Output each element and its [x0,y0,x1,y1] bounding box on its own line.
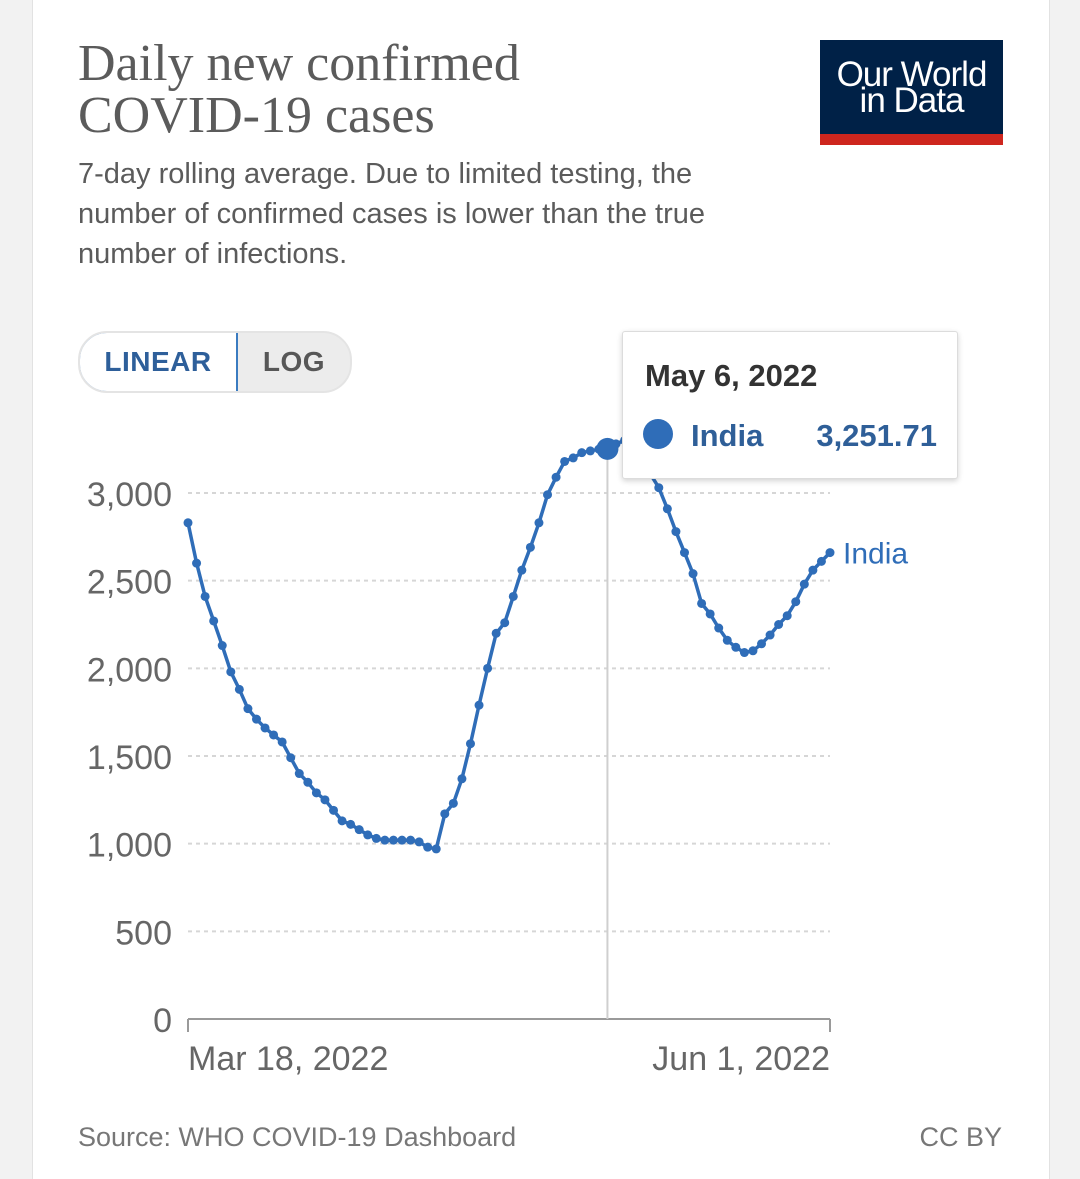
data-point [799,579,809,589]
data-point [474,700,484,710]
data-point [431,844,441,854]
source-note[interactable]: Source: WHO COVID-19 Dashboard [78,1122,517,1152]
data-point [363,830,373,840]
chart-title: Daily new confirmed COVID-19 cases [78,35,520,144]
data-point [714,623,724,633]
data-point [286,753,296,763]
data-point [448,798,458,808]
y-tick-label: 2,500 [87,564,172,602]
data-point [414,837,424,847]
owid-logo[interactable]: Our World in Data [820,40,1003,145]
data-point [192,558,202,568]
logo-line-2: in Data [859,80,965,120]
series-line-india [186,438,832,851]
data-point [679,548,689,558]
data-point [465,739,475,749]
data-point [688,569,698,579]
data-point [380,835,390,845]
data-point [423,842,433,852]
data-point [294,769,304,779]
x-tick-label: Jun 1, 2022 [652,1040,830,1078]
y-tick-label: 1,500 [87,739,172,777]
data-point [731,642,741,652]
data-point [551,472,561,482]
data-point [337,816,347,826]
data-point [483,663,493,673]
data-point [757,639,767,649]
data-point [508,591,518,601]
data-point [234,684,244,694]
data-point [568,453,578,463]
data-point [705,609,715,619]
data-point [791,597,801,607]
data-point [585,446,595,456]
data-point [277,737,287,747]
linear-scale-button[interactable]: LINEAR [80,333,238,391]
logo-line-1: Our World [836,54,988,94]
data-point [722,635,732,645]
y-tick-label: 0 [153,1002,172,1040]
data-point [517,565,527,575]
tooltip-series-dot-icon [643,419,673,449]
tooltip-value: 3,251.71 [816,418,937,453]
data-point [500,618,510,628]
tooltip-entity: India [691,418,764,453]
scale-toggle: LINEAR LOG [78,331,352,393]
data-point [303,777,313,787]
data-point [543,490,553,500]
data-point [534,518,544,528]
data-point [525,542,535,552]
log-scale-button[interactable]: LOG [262,346,326,377]
data-point [397,835,407,845]
data-point [457,774,467,784]
data-point [774,620,784,629]
data-point [200,591,210,601]
data-point [311,788,321,798]
data-point [577,448,587,458]
data-point [560,456,570,466]
license-link[interactable]: CC BY [919,1122,1002,1152]
data-point [251,714,261,724]
data-point [346,819,356,829]
data-point [440,809,450,819]
data-point [662,504,672,514]
data-point [354,825,364,835]
data-point [697,598,707,608]
data-point [748,646,758,656]
data-point [320,795,330,805]
data-point [671,527,681,537]
data-point [226,667,236,677]
tooltip-date: May 6, 2022 [645,358,818,393]
data-point [808,565,818,575]
data-point [183,518,193,528]
y-tick-label: 3,000 [87,476,172,514]
highlight-point [596,437,619,460]
data-point [816,556,826,566]
series-label-india: India [843,538,908,571]
data-point [654,483,664,493]
y-tick-label: 1,000 [87,827,172,865]
data-point [209,616,219,626]
y-tick-label: 2,000 [87,651,172,689]
data-point [243,704,253,714]
data-point [260,723,270,733]
chart-subtitle: 7-day rolling average. Due to limited te… [78,158,706,270]
data-point [825,548,835,558]
hover-tooltip: May 6, 2022 India 3,251.71 [622,331,958,479]
data-point [217,641,227,651]
data-point [739,648,749,658]
data-point [491,628,501,638]
data-point [329,805,339,815]
x-tick-label: Mar 18, 2022 [188,1040,388,1078]
data-point [406,835,416,845]
data-point [782,611,792,621]
data-point [269,730,279,740]
data-point [388,835,398,845]
data-point [765,630,775,640]
data-point [371,833,381,843]
y-tick-label: 500 [115,914,172,952]
